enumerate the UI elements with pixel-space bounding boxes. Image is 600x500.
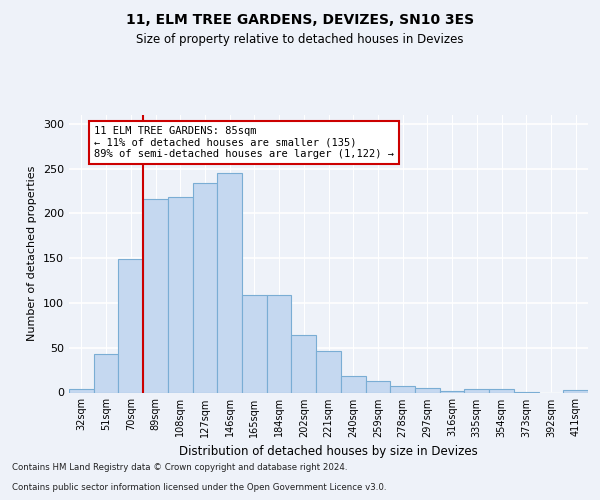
Bar bbox=[365, 381, 390, 392]
Bar bbox=[168, 198, 193, 392]
Bar bbox=[242, 295, 267, 392]
Bar bbox=[440, 390, 464, 392]
Bar bbox=[69, 389, 94, 392]
Bar bbox=[267, 295, 292, 392]
Bar bbox=[390, 386, 415, 392]
Text: Size of property relative to detached houses in Devizes: Size of property relative to detached ho… bbox=[136, 34, 464, 46]
Bar bbox=[415, 388, 440, 392]
Text: 11, ELM TREE GARDENS, DEVIZES, SN10 3ES: 11, ELM TREE GARDENS, DEVIZES, SN10 3ES bbox=[126, 12, 474, 26]
Bar bbox=[193, 183, 217, 392]
Bar bbox=[118, 259, 143, 392]
X-axis label: Distribution of detached houses by size in Devizes: Distribution of detached houses by size … bbox=[179, 445, 478, 458]
Text: Contains public sector information licensed under the Open Government Licence v3: Contains public sector information licen… bbox=[12, 484, 386, 492]
Bar bbox=[563, 390, 588, 392]
Bar bbox=[316, 352, 341, 393]
Bar bbox=[489, 389, 514, 392]
Bar bbox=[217, 173, 242, 392]
Y-axis label: Number of detached properties: Number of detached properties bbox=[28, 166, 37, 342]
Bar bbox=[143, 199, 168, 392]
Bar bbox=[464, 389, 489, 392]
Bar bbox=[341, 376, 365, 392]
Text: Contains HM Land Registry data © Crown copyright and database right 2024.: Contains HM Land Registry data © Crown c… bbox=[12, 464, 347, 472]
Bar bbox=[292, 335, 316, 392]
Bar bbox=[94, 354, 118, 393]
Text: 11 ELM TREE GARDENS: 85sqm
← 11% of detached houses are smaller (135)
89% of sem: 11 ELM TREE GARDENS: 85sqm ← 11% of deta… bbox=[94, 126, 394, 159]
